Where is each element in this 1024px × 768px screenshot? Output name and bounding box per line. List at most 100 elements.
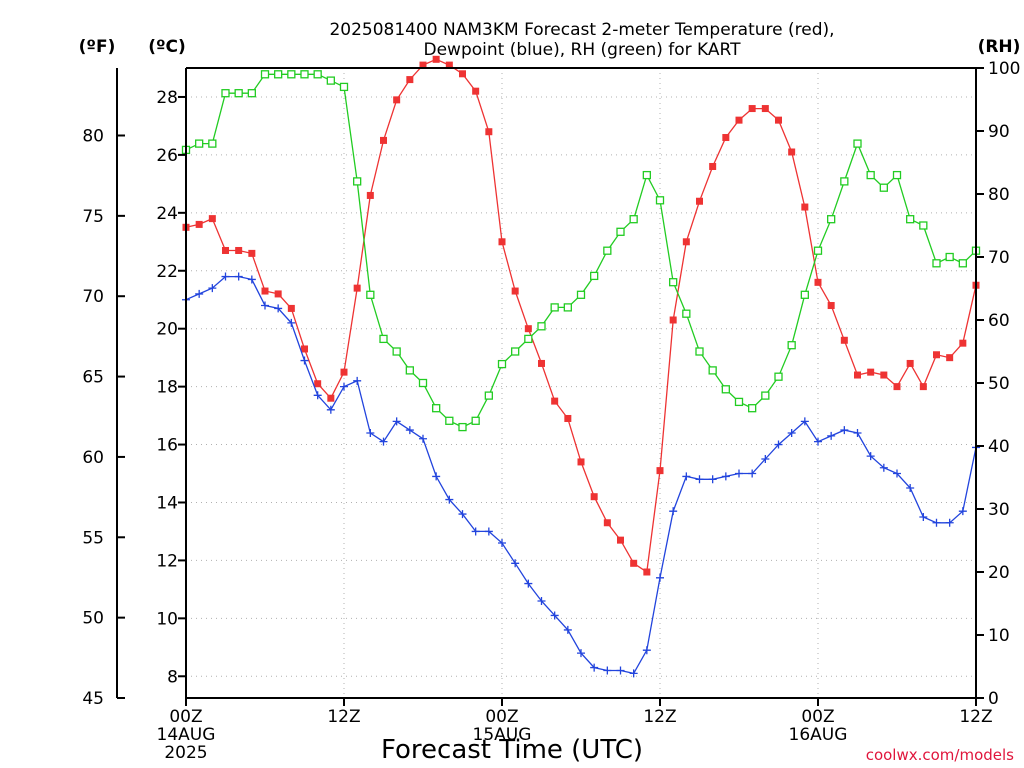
data-point (775, 116, 782, 124)
data-point (616, 227, 625, 236)
data-point (840, 336, 848, 344)
rh-tick-label: 0 (988, 689, 999, 709)
data-point (827, 431, 836, 440)
data-point (563, 303, 572, 312)
data-point (419, 434, 427, 443)
fahrenheit-tick-label: 60 (82, 448, 104, 468)
data-point (682, 309, 691, 318)
data-point (379, 334, 388, 344)
data-point (655, 196, 665, 205)
data-point (761, 455, 770, 464)
x-tick-label: 12Z (327, 707, 360, 727)
data-point (432, 55, 440, 63)
data-point (629, 215, 638, 224)
data-point (919, 383, 927, 391)
data-point (695, 347, 704, 356)
data-point (392, 417, 401, 426)
data-point (524, 325, 532, 333)
rh-tick-label: 80 (988, 185, 1010, 205)
data-point (524, 334, 533, 344)
celsius-unit-label: (ºC) (148, 37, 186, 57)
data-point (906, 215, 915, 224)
data-point (380, 136, 387, 144)
celsius-tick-label: 14 (156, 493, 178, 513)
data-point (353, 376, 362, 385)
data-point (340, 382, 348, 391)
data-point (682, 238, 690, 246)
data-point (563, 625, 572, 634)
x-tick-label: 12Z (643, 707, 676, 727)
data-point (669, 316, 677, 324)
data-point (827, 302, 835, 310)
data-point (959, 339, 967, 347)
data-point (484, 527, 493, 536)
celsius-tick-label: 12 (156, 551, 178, 571)
data-point (669, 507, 678, 516)
data-point (497, 359, 507, 369)
x-tick-label: 00Z (801, 707, 834, 727)
data-point (576, 290, 586, 299)
data-point (418, 378, 428, 388)
data-point (274, 290, 282, 298)
data-point (195, 139, 204, 148)
data-point (274, 70, 283, 79)
data-point (932, 259, 941, 268)
data-point (340, 368, 348, 376)
data-point (326, 76, 335, 85)
fahrenheit-unit-label: (ºF) (79, 37, 116, 57)
series-layer (181, 55, 981, 678)
x-axis-title: Forecast Time (UTC) (381, 735, 643, 765)
data-point (313, 70, 322, 79)
data-point (313, 391, 322, 400)
data-point (524, 579, 533, 588)
data-point (761, 391, 770, 400)
data-point (827, 215, 836, 224)
data-point (261, 301, 269, 310)
data-point (498, 539, 506, 548)
data-point (261, 287, 269, 295)
data-point (208, 284, 217, 293)
celsius-tick-label: 16 (156, 436, 178, 456)
data-point (314, 380, 322, 388)
data-point (945, 518, 954, 527)
data-point (708, 475, 717, 484)
data-point (379, 437, 388, 446)
data-point (274, 304, 283, 313)
data-point (392, 347, 401, 356)
data-point (458, 510, 467, 519)
data-point (511, 347, 520, 356)
fahrenheit-tick-label: 50 (82, 609, 104, 629)
x-tick-label: 16AUG (789, 725, 848, 745)
data-point (353, 284, 361, 292)
data-point (695, 475, 704, 484)
data-point (445, 416, 454, 425)
data-point (590, 663, 599, 672)
data-point (721, 472, 730, 481)
chart-title-line-1: 2025081400 NAM3KM Forecast 2-meter Tempe… (329, 20, 834, 40)
data-point (406, 76, 414, 84)
data-point (393, 96, 401, 104)
data-point (247, 89, 256, 98)
data-point (682, 472, 691, 481)
celsius-tick-label: 28 (156, 88, 178, 108)
rh-tick-label: 20 (988, 563, 1010, 583)
data-point (800, 417, 809, 426)
x-tick-label: 2025 (164, 743, 207, 763)
data-point (787, 428, 796, 437)
data-point (234, 272, 243, 281)
celsius-tick-label: 10 (156, 609, 178, 629)
data-point (419, 61, 427, 69)
data-point (853, 139, 862, 148)
data-point (893, 383, 901, 391)
data-point (708, 366, 717, 375)
data-point (813, 246, 823, 255)
celsius-tick-label: 24 (156, 204, 178, 224)
data-point (854, 371, 861, 379)
celsius-tick-label: 8 (167, 667, 178, 687)
rh-tick-label: 90 (988, 122, 1010, 142)
data-point (301, 345, 308, 353)
data-point (538, 359, 545, 367)
fahrenheit-tick-label: 65 (82, 368, 104, 388)
data-point (630, 559, 638, 567)
data-point (366, 191, 374, 199)
